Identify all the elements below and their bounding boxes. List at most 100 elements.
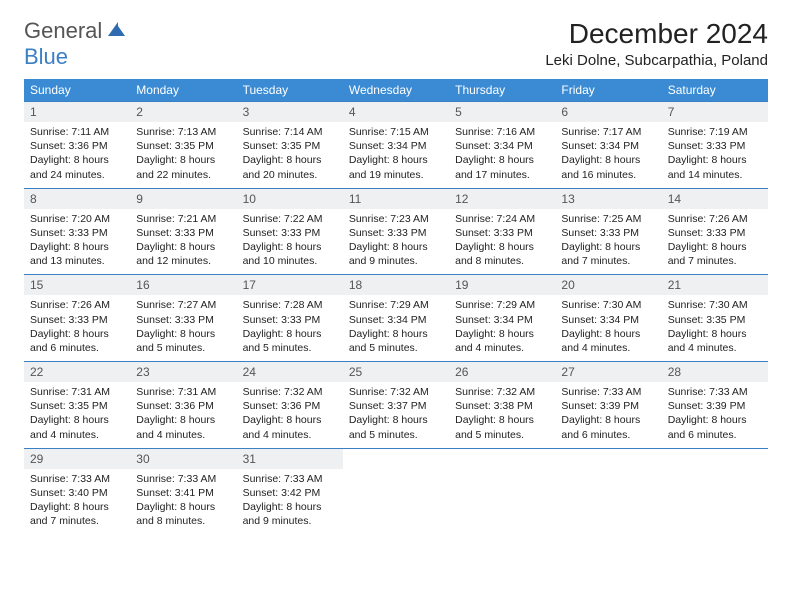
day-number: 12: [449, 189, 555, 209]
day-number: 3: [237, 102, 343, 122]
day-number: 10: [237, 189, 343, 209]
day-number: 4: [343, 102, 449, 122]
day-info: Sunrise: 7:32 AMSunset: 3:38 PMDaylight:…: [449, 382, 555, 448]
day-number: 17: [237, 275, 343, 295]
page-title: December 2024: [545, 18, 768, 50]
calendar-cell: 28Sunrise: 7:33 AMSunset: 3:39 PMDayligh…: [662, 362, 768, 449]
calendar-page: General December 2024 Leki Dolne, Subcar…: [0, 0, 792, 552]
calendar-cell: [662, 448, 768, 534]
calendar-cell: 24Sunrise: 7:32 AMSunset: 3:36 PMDayligh…: [237, 362, 343, 449]
calendar-cell: [449, 448, 555, 534]
calendar-cell: [555, 448, 661, 534]
day-info: Sunrise: 7:21 AMSunset: 3:33 PMDaylight:…: [130, 209, 236, 275]
logo-blue-row: Blue: [24, 44, 68, 70]
logo-sail-icon: [106, 20, 126, 43]
day-info: Sunrise: 7:11 AMSunset: 3:36 PMDaylight:…: [24, 122, 130, 188]
day-info: Sunrise: 7:31 AMSunset: 3:36 PMDaylight:…: [130, 382, 236, 448]
calendar-cell: 26Sunrise: 7:32 AMSunset: 3:38 PMDayligh…: [449, 362, 555, 449]
day-info: Sunrise: 7:28 AMSunset: 3:33 PMDaylight:…: [237, 295, 343, 361]
calendar-cell: 25Sunrise: 7:32 AMSunset: 3:37 PMDayligh…: [343, 362, 449, 449]
day-number: 24: [237, 362, 343, 382]
day-info: Sunrise: 7:27 AMSunset: 3:33 PMDaylight:…: [130, 295, 236, 361]
day-info: Sunrise: 7:33 AMSunset: 3:41 PMDaylight:…: [130, 469, 236, 535]
calendar-cell: 5Sunrise: 7:16 AMSunset: 3:34 PMDaylight…: [449, 102, 555, 189]
day-number: 1: [24, 102, 130, 122]
day-info: Sunrise: 7:32 AMSunset: 3:36 PMDaylight:…: [237, 382, 343, 448]
day-info: Sunrise: 7:23 AMSunset: 3:33 PMDaylight:…: [343, 209, 449, 275]
day-number: 13: [555, 189, 661, 209]
day-info: Sunrise: 7:26 AMSunset: 3:33 PMDaylight:…: [662, 209, 768, 275]
day-number: 7: [662, 102, 768, 122]
calendar-cell: 21Sunrise: 7:30 AMSunset: 3:35 PMDayligh…: [662, 275, 768, 362]
weekday-header: Monday: [130, 79, 236, 102]
calendar-cell: [343, 448, 449, 534]
day-number: 19: [449, 275, 555, 295]
calendar-cell: 16Sunrise: 7:27 AMSunset: 3:33 PMDayligh…: [130, 275, 236, 362]
calendar-cell: 12Sunrise: 7:24 AMSunset: 3:33 PMDayligh…: [449, 188, 555, 275]
title-block: December 2024 Leki Dolne, Subcarpathia, …: [545, 18, 768, 69]
day-info: Sunrise: 7:31 AMSunset: 3:35 PMDaylight:…: [24, 382, 130, 448]
day-number: 16: [130, 275, 236, 295]
day-info: Sunrise: 7:22 AMSunset: 3:33 PMDaylight:…: [237, 209, 343, 275]
day-number: 14: [662, 189, 768, 209]
day-info: Sunrise: 7:15 AMSunset: 3:34 PMDaylight:…: [343, 122, 449, 188]
weekday-header: Tuesday: [237, 79, 343, 102]
day-number: 26: [449, 362, 555, 382]
day-info: Sunrise: 7:17 AMSunset: 3:34 PMDaylight:…: [555, 122, 661, 188]
calendar-row: 29Sunrise: 7:33 AMSunset: 3:40 PMDayligh…: [24, 448, 768, 534]
day-number: 5: [449, 102, 555, 122]
calendar-cell: 3Sunrise: 7:14 AMSunset: 3:35 PMDaylight…: [237, 102, 343, 189]
calendar-cell: 7Sunrise: 7:19 AMSunset: 3:33 PMDaylight…: [662, 102, 768, 189]
day-info: Sunrise: 7:14 AMSunset: 3:35 PMDaylight:…: [237, 122, 343, 188]
day-info: Sunrise: 7:24 AMSunset: 3:33 PMDaylight:…: [449, 209, 555, 275]
weekday-header-row: SundayMondayTuesdayWednesdayThursdayFrid…: [24, 79, 768, 102]
day-number: 9: [130, 189, 236, 209]
weekday-header: Friday: [555, 79, 661, 102]
calendar-cell: 17Sunrise: 7:28 AMSunset: 3:33 PMDayligh…: [237, 275, 343, 362]
day-number: 28: [662, 362, 768, 382]
calendar-cell: 15Sunrise: 7:26 AMSunset: 3:33 PMDayligh…: [24, 275, 130, 362]
day-info: Sunrise: 7:33 AMSunset: 3:39 PMDaylight:…: [662, 382, 768, 448]
calendar-cell: 27Sunrise: 7:33 AMSunset: 3:39 PMDayligh…: [555, 362, 661, 449]
weekday-header: Thursday: [449, 79, 555, 102]
day-info: Sunrise: 7:26 AMSunset: 3:33 PMDaylight:…: [24, 295, 130, 361]
logo-text-blue: Blue: [24, 44, 68, 69]
day-info: Sunrise: 7:16 AMSunset: 3:34 PMDaylight:…: [449, 122, 555, 188]
calendar-cell: 2Sunrise: 7:13 AMSunset: 3:35 PMDaylight…: [130, 102, 236, 189]
calendar-cell: 19Sunrise: 7:29 AMSunset: 3:34 PMDayligh…: [449, 275, 555, 362]
day-number: 21: [662, 275, 768, 295]
day-info: Sunrise: 7:29 AMSunset: 3:34 PMDaylight:…: [449, 295, 555, 361]
calendar-cell: 1Sunrise: 7:11 AMSunset: 3:36 PMDaylight…: [24, 102, 130, 189]
day-number: 25: [343, 362, 449, 382]
calendar-cell: 30Sunrise: 7:33 AMSunset: 3:41 PMDayligh…: [130, 448, 236, 534]
day-number: 6: [555, 102, 661, 122]
weekday-header: Sunday: [24, 79, 130, 102]
calendar-cell: 20Sunrise: 7:30 AMSunset: 3:34 PMDayligh…: [555, 275, 661, 362]
calendar-row: 15Sunrise: 7:26 AMSunset: 3:33 PMDayligh…: [24, 275, 768, 362]
calendar-cell: 4Sunrise: 7:15 AMSunset: 3:34 PMDaylight…: [343, 102, 449, 189]
day-number: 30: [130, 449, 236, 469]
header: General December 2024 Leki Dolne, Subcar…: [24, 18, 768, 69]
calendar-cell: 29Sunrise: 7:33 AMSunset: 3:40 PMDayligh…: [24, 448, 130, 534]
calendar-cell: 8Sunrise: 7:20 AMSunset: 3:33 PMDaylight…: [24, 188, 130, 275]
calendar-row: 22Sunrise: 7:31 AMSunset: 3:35 PMDayligh…: [24, 362, 768, 449]
day-info: Sunrise: 7:33 AMSunset: 3:39 PMDaylight:…: [555, 382, 661, 448]
calendar-cell: 10Sunrise: 7:22 AMSunset: 3:33 PMDayligh…: [237, 188, 343, 275]
calendar-cell: 11Sunrise: 7:23 AMSunset: 3:33 PMDayligh…: [343, 188, 449, 275]
logo: General: [24, 18, 128, 44]
day-info: Sunrise: 7:25 AMSunset: 3:33 PMDaylight:…: [555, 209, 661, 275]
day-info: Sunrise: 7:29 AMSunset: 3:34 PMDaylight:…: [343, 295, 449, 361]
day-info: Sunrise: 7:33 AMSunset: 3:42 PMDaylight:…: [237, 469, 343, 535]
day-number: 18: [343, 275, 449, 295]
day-number: 23: [130, 362, 236, 382]
calendar-cell: 23Sunrise: 7:31 AMSunset: 3:36 PMDayligh…: [130, 362, 236, 449]
day-number: 2: [130, 102, 236, 122]
calendar-cell: 9Sunrise: 7:21 AMSunset: 3:33 PMDaylight…: [130, 188, 236, 275]
calendar-table: SundayMondayTuesdayWednesdayThursdayFrid…: [24, 79, 768, 534]
day-number: 22: [24, 362, 130, 382]
day-info: Sunrise: 7:13 AMSunset: 3:35 PMDaylight:…: [130, 122, 236, 188]
day-info: Sunrise: 7:30 AMSunset: 3:35 PMDaylight:…: [662, 295, 768, 361]
day-info: Sunrise: 7:30 AMSunset: 3:34 PMDaylight:…: [555, 295, 661, 361]
calendar-cell: 31Sunrise: 7:33 AMSunset: 3:42 PMDayligh…: [237, 448, 343, 534]
day-number: 31: [237, 449, 343, 469]
